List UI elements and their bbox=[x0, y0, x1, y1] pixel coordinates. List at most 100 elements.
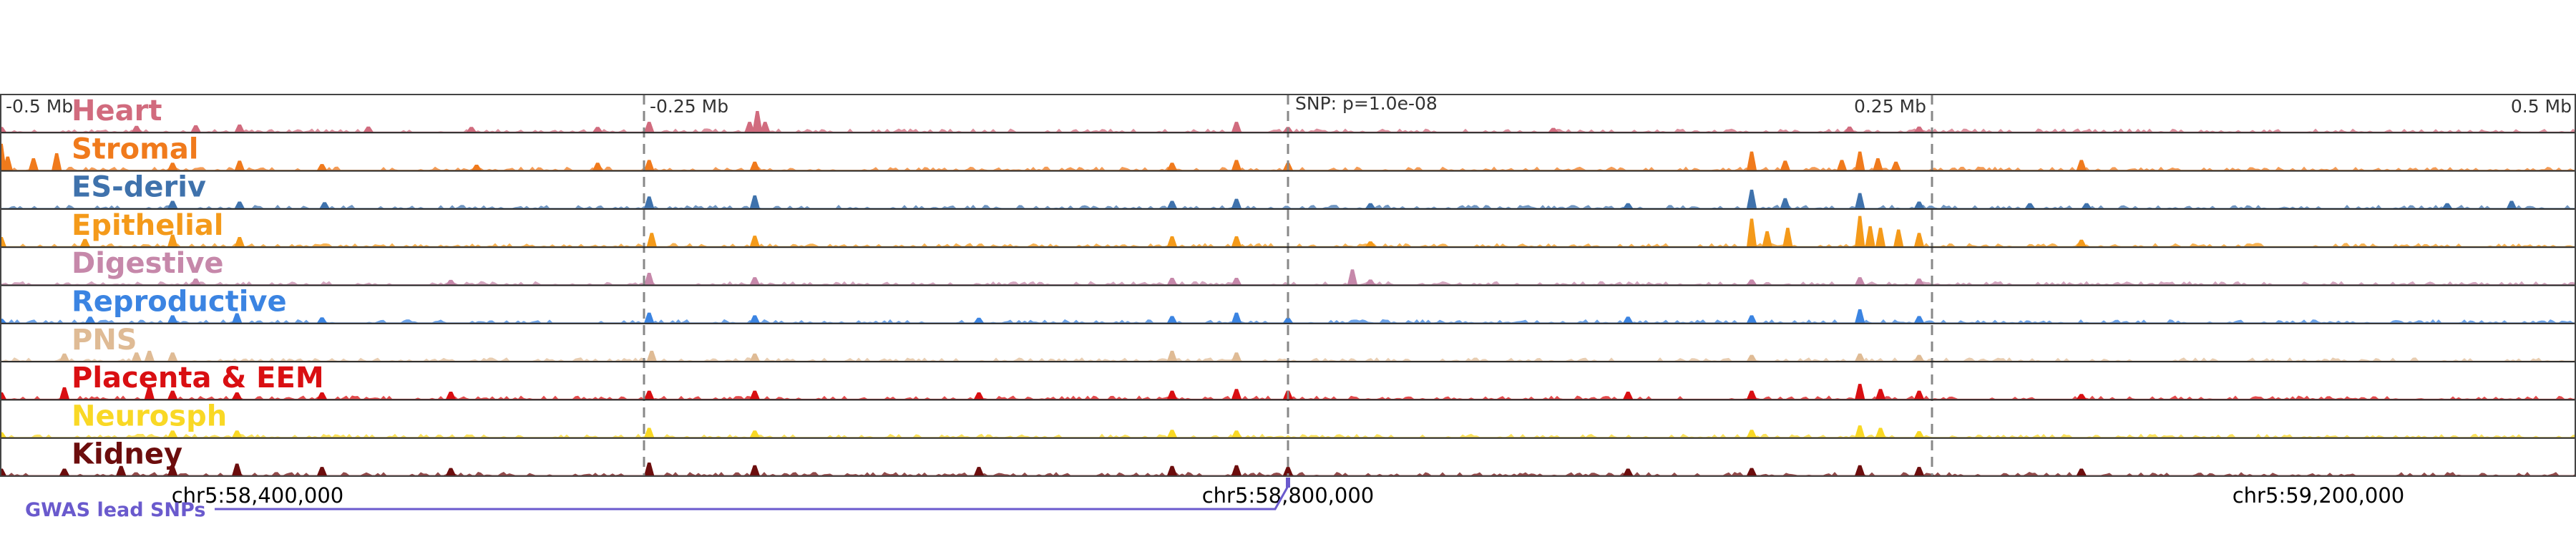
peak-epithelial-4 bbox=[646, 233, 657, 247]
track-label-epithelial: Epithelial bbox=[72, 209, 224, 242]
peak-stromal-14 bbox=[1747, 151, 1757, 170]
peak-kidney-4 bbox=[232, 463, 243, 475]
gwas-label: GWAS lead SNPs bbox=[25, 499, 205, 521]
peak-stromal-9 bbox=[644, 160, 655, 170]
peak-placenta-eem-18 bbox=[2076, 394, 2087, 400]
scale-label-3: 0.25 Mb bbox=[1854, 96, 1926, 117]
peak-placenta-eem-10 bbox=[1167, 390, 1177, 400]
peak-stromal-15 bbox=[1780, 160, 1790, 170]
peak-reproductive-7 bbox=[974, 317, 984, 323]
peak-es-deriv-0 bbox=[167, 200, 178, 208]
peak-epithelial-17 bbox=[2076, 239, 2087, 247]
peak-reproductive-9 bbox=[1231, 312, 1241, 323]
peak-heart-5 bbox=[466, 127, 477, 132]
peak-kidney-1 bbox=[59, 468, 69, 475]
peak-pns-1 bbox=[131, 352, 142, 362]
peak-stromal-3 bbox=[52, 153, 62, 170]
peak-kidney-10 bbox=[1167, 465, 1177, 475]
peak-heart-4 bbox=[363, 126, 374, 132]
track-label-stromal: Stromal bbox=[72, 132, 199, 165]
peak-stromal-12 bbox=[1231, 160, 1241, 170]
peak-heart-0 bbox=[0, 127, 6, 132]
coordinate-axis: chr5:58,400,000 chr5:58,800,000 chr5:59,20… bbox=[172, 483, 2405, 508]
peak-neurosph-10 bbox=[1914, 431, 1924, 437]
peak-es-deriv-13 bbox=[2024, 203, 2035, 208]
peak-neurosph-8 bbox=[1855, 425, 1865, 437]
peak-digestive-10 bbox=[1914, 278, 1924, 285]
track-label-kidney: Kidney bbox=[72, 438, 182, 471]
peak-reproductive-5 bbox=[644, 312, 655, 323]
peak-kidney-15 bbox=[1855, 465, 1865, 475]
peak-es-deriv-8 bbox=[1623, 203, 1634, 208]
peak-neurosph-9 bbox=[1875, 427, 1885, 437]
peak-reproductive-4 bbox=[317, 317, 327, 323]
peak-pns-3 bbox=[167, 352, 178, 362]
peak-pns-7 bbox=[1231, 352, 1241, 362]
peak-kidney-6 bbox=[446, 468, 456, 475]
peak-es-deriv-10 bbox=[1780, 198, 1790, 208]
peak-epithelial-6 bbox=[1167, 236, 1177, 247]
peak-stromal-8 bbox=[592, 163, 603, 170]
peak-placenta-eem-6 bbox=[446, 391, 456, 400]
peak-placenta-eem-16 bbox=[1875, 389, 1885, 400]
peak-reproductive-14 bbox=[1914, 316, 1924, 323]
peak-stromal-16 bbox=[1837, 160, 1847, 170]
peak-epithelial-1 bbox=[79, 238, 90, 247]
peak-placenta-eem-5 bbox=[317, 392, 327, 400]
peak-es-deriv-3 bbox=[644, 196, 655, 208]
peak-epithelial-8 bbox=[1365, 241, 1376, 247]
peak-stromal-11 bbox=[1167, 163, 1177, 170]
peak-es-deriv-14 bbox=[2082, 203, 2092, 208]
peak-digestive-4 bbox=[1167, 278, 1177, 285]
peak-kidney-2 bbox=[116, 465, 127, 475]
peak-pns-9 bbox=[1855, 353, 1865, 362]
peak-heart-2 bbox=[190, 125, 201, 132]
peak-es-deriv-5 bbox=[1167, 200, 1177, 208]
peak-stromal-7 bbox=[472, 165, 482, 170]
peak-heart-1 bbox=[131, 125, 142, 132]
track-label-placenta-eem: Placenta & EEM bbox=[72, 362, 324, 395]
peak-heart-11 bbox=[1231, 122, 1241, 132]
peak-pns-0 bbox=[59, 353, 69, 362]
coordinate-label-0: chr5:58,400,000 bbox=[172, 483, 344, 508]
peak-neurosph-7 bbox=[1747, 430, 1757, 437]
peak-stromal-10 bbox=[749, 161, 760, 170]
peak-placenta-eem-7 bbox=[644, 390, 655, 400]
track-placenta-eem-noise bbox=[0, 395, 2576, 400]
peak-stromal-6 bbox=[317, 164, 327, 170]
peak-epithelial-13 bbox=[1865, 226, 1875, 247]
peak-reproductive-1 bbox=[85, 316, 95, 323]
peak-stromal-5 bbox=[234, 160, 245, 170]
track-label-heart: Heart bbox=[72, 95, 162, 127]
peak-kidney-0 bbox=[0, 468, 6, 475]
track-epithelial-noise bbox=[0, 243, 2576, 247]
peak-stromal-17 bbox=[1855, 151, 1865, 170]
peak-placenta-eem-1 bbox=[59, 387, 69, 400]
peak-stromal-20 bbox=[2076, 160, 2087, 170]
peak-es-deriv-1 bbox=[234, 201, 245, 208]
peak-kidney-8 bbox=[749, 465, 760, 475]
peak-heart-7 bbox=[644, 122, 655, 132]
peak-heart-15 bbox=[1914, 126, 1924, 132]
peak-placenta-eem-11 bbox=[1231, 389, 1241, 400]
track-label-pns: PNS bbox=[72, 324, 137, 357]
peak-kidney-12 bbox=[1283, 467, 1293, 475]
track-reproductive-noise bbox=[0, 319, 2576, 323]
peak-heart-10 bbox=[760, 122, 771, 132]
peak-pns-10 bbox=[1914, 354, 1924, 362]
scale-label-1: -0.25 Mb bbox=[650, 96, 728, 117]
peak-reproductive-0 bbox=[0, 319, 6, 323]
peak-es-deriv-2 bbox=[319, 202, 330, 208]
peak-stromal-18 bbox=[1873, 158, 1883, 170]
peak-kidney-11 bbox=[1231, 465, 1241, 475]
peak-neurosph-1 bbox=[167, 430, 178, 437]
peak-epithelial-3 bbox=[234, 236, 245, 247]
tracks-frame bbox=[0, 94, 2576, 477]
peak-reproductive-11 bbox=[1623, 316, 1634, 323]
peak-neurosph-5 bbox=[1167, 430, 1177, 437]
peak-digestive-5 bbox=[1231, 278, 1241, 285]
scale-label-0: -0.5 Mb bbox=[6, 96, 73, 117]
peak-pns-2 bbox=[144, 350, 155, 362]
peak-placenta-eem-15 bbox=[1855, 384, 1865, 400]
